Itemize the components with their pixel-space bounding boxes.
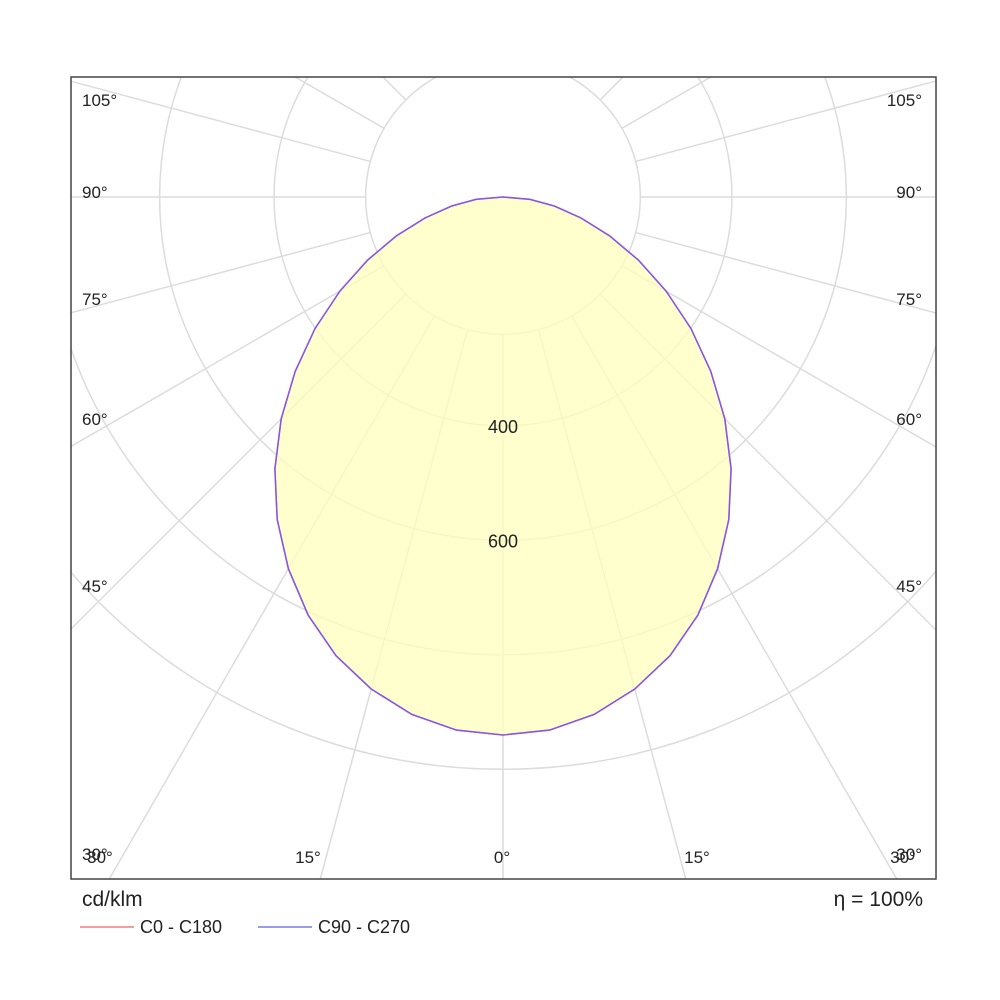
- unit-label: cd/klm: [82, 888, 143, 911]
- angle-label-left: 30°: [82, 845, 108, 864]
- angle-label-bottom: 15°: [295, 848, 321, 867]
- angle-label-left: 90°: [82, 183, 108, 202]
- series-line-1: [274, 196, 732, 736]
- angle-labels: 105°90°75°60°45°30°105°90°75°60°45°30°30…: [82, 91, 922, 867]
- angle-label-left: 60°: [82, 410, 108, 429]
- efficiency-label: η = 100%: [833, 888, 923, 911]
- legend-item-c0-c180: C0 - C180: [80, 916, 222, 938]
- radial-tick-label: 600: [488, 531, 518, 551]
- grid-spoke: [71, 265, 385, 448]
- angle-label-left: 105°: [82, 91, 117, 110]
- distribution-curves: [274, 196, 732, 736]
- angle-label-left: 75°: [82, 290, 108, 309]
- angle-label-right: 60°: [896, 410, 922, 429]
- grid-spoke: [539, 0, 711, 64]
- plot-frame: [70, 76, 937, 880]
- radial-tick-label: 400: [488, 417, 518, 437]
- grid-spoke: [635, 80, 936, 163]
- angle-label-right: 30°: [896, 845, 922, 864]
- grid-spoke: [621, 265, 936, 448]
- legend-swatch-c0-c180: [80, 926, 134, 928]
- angle-label-right: 90°: [896, 183, 922, 202]
- grid-spoke: [296, 0, 468, 64]
- legend-swatch-c90-c270: [258, 926, 312, 928]
- grid-spoke: [71, 231, 371, 314]
- angle-label-left: 45°: [82, 577, 108, 596]
- grid-spoke: [635, 231, 936, 314]
- legend-label-c90-c270: C90 - C270: [318, 916, 411, 937]
- angle-label-bottom: 15°: [684, 848, 710, 867]
- legend-item-c90-c270: C90 - C270: [258, 916, 410, 938]
- angle-label-bottom: 30°: [890, 848, 916, 867]
- curve-fill: [274, 197, 732, 735]
- angle-label-right: 105°: [887, 91, 922, 110]
- grid-spoke: [432, 77, 435, 79]
- legend-label-c0-c180: C0 - C180: [140, 916, 223, 937]
- grid-spoke: [571, 77, 574, 79]
- angle-label-right: 75°: [896, 290, 922, 309]
- angle-label-right: 45°: [896, 577, 922, 596]
- angle-label-bottom: 30°: [87, 848, 113, 867]
- angle-label-bottom: 0°: [494, 848, 510, 867]
- grid-spoke: [71, 80, 371, 163]
- radial-tick-labels: 400 600: [488, 417, 518, 551]
